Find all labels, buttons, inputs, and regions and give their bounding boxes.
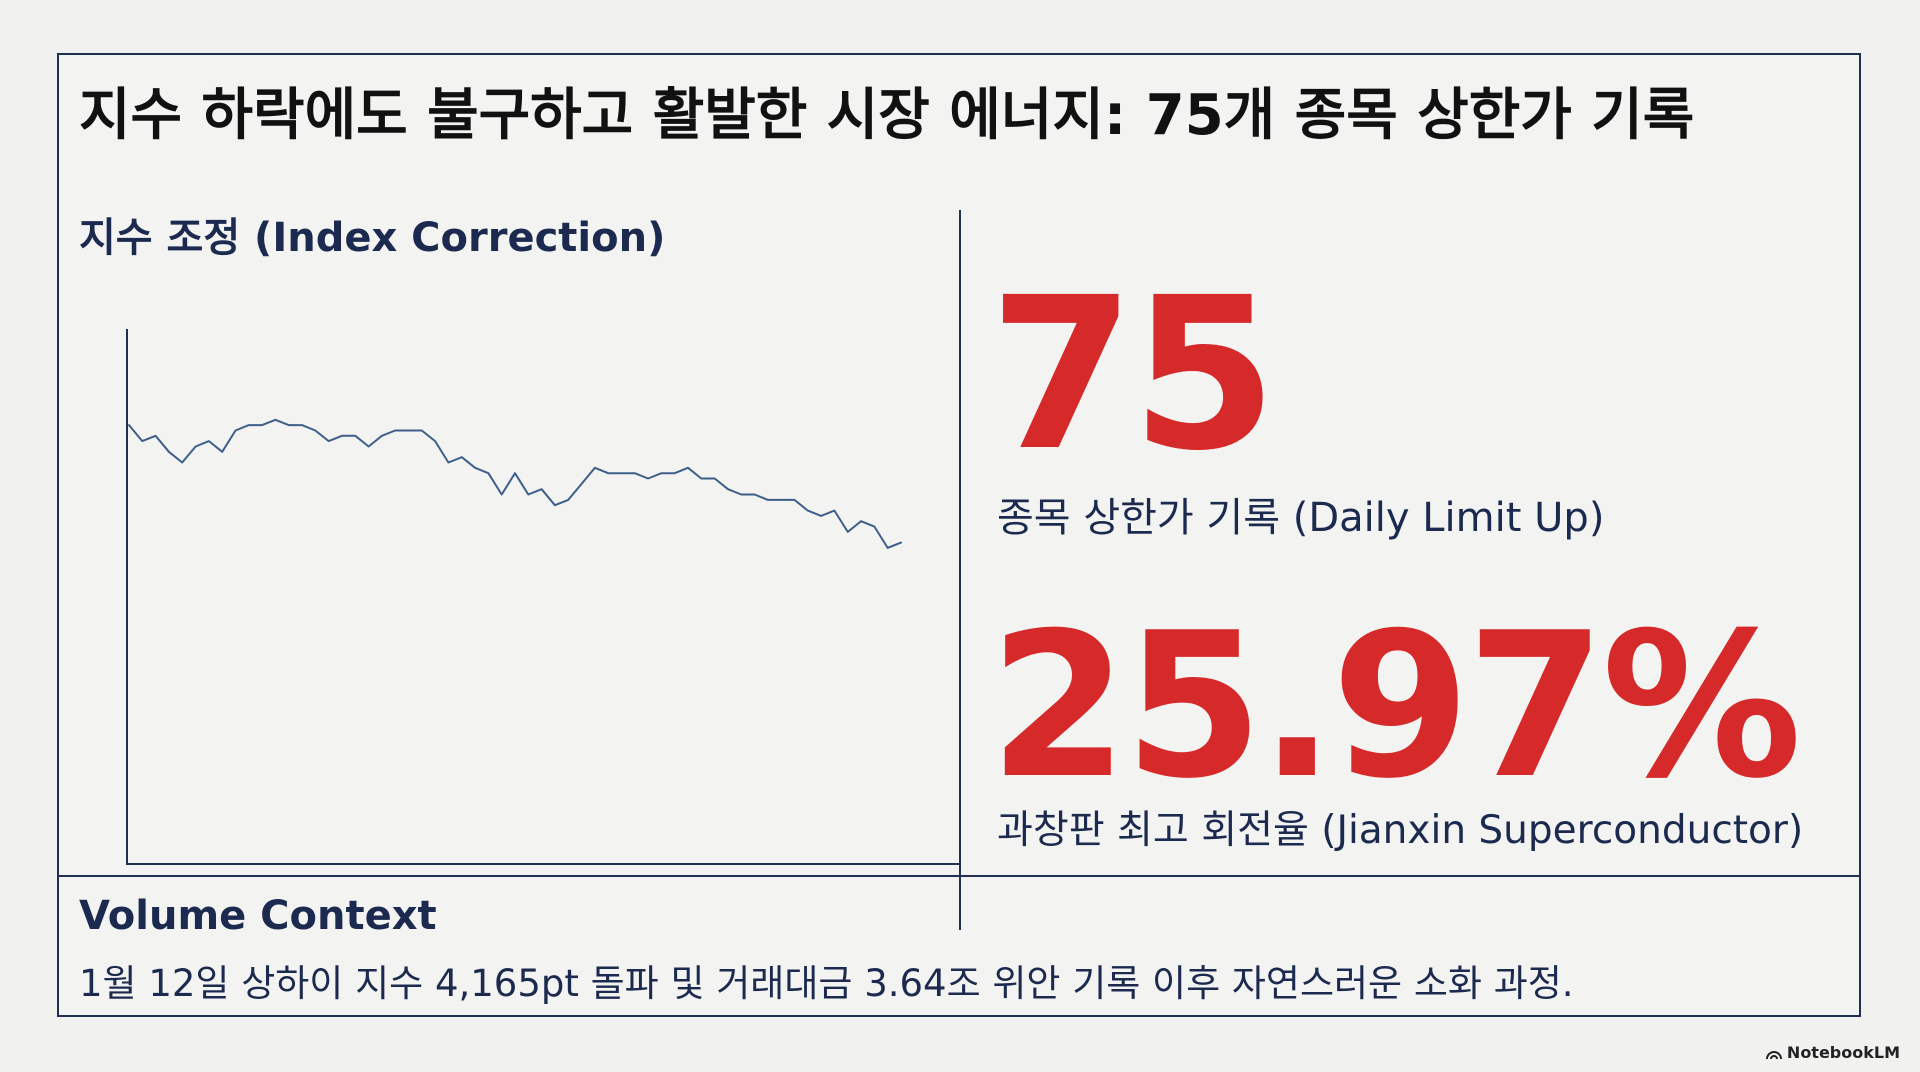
turnover-rate: 25.97%	[989, 590, 1802, 823]
footer-title: Volume Context	[79, 893, 437, 939]
notebooklm-watermark: NotebookLM	[1765, 1043, 1900, 1062]
index-series-line	[128, 418, 902, 549]
horizontal-divider	[59, 875, 1859, 877]
vertical-divider	[959, 210, 961, 930]
footer-text: 1월 12일 상하이 지수 4,165pt 돌파 및 거래대금 3.64조 위안…	[79, 962, 1574, 1005]
index-line-chart	[126, 329, 959, 865]
chart-title: 지수 조정 (Index Correction)	[79, 215, 666, 261]
watermark-text: NotebookLM	[1786, 1043, 1900, 1062]
slide-frame: 지수 하락에도 불구하고 활발한 시장 에너지: 75개 종목 상한가 기록 지…	[57, 53, 1861, 1017]
limit-up-count: 75	[989, 252, 1277, 497]
notebooklm-logo-icon	[1765, 1050, 1782, 1059]
page-title: 지수 하락에도 불구하고 활발한 시장 에너지: 75개 종목 상한가 기록	[79, 83, 1695, 148]
limit-up-label: 종목 상한가 기록 (Daily Limit Up)	[997, 495, 1605, 541]
turnover-label: 과창판 최고 회전율 (Jianxin Superconductor)	[997, 808, 1804, 853]
